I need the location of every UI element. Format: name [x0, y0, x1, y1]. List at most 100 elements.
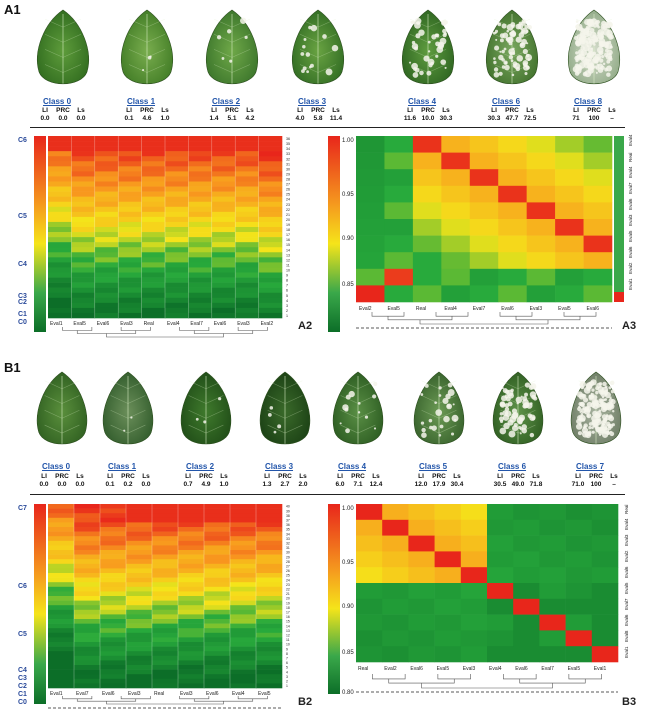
class-axis-label: C5: [18, 631, 27, 638]
stat-value-li: 4.0: [295, 115, 305, 122]
stat-header: Ls: [442, 107, 450, 114]
matrix-cell: [460, 630, 488, 647]
heatmap-cell: [258, 221, 283, 228]
heatmap-cell: [71, 206, 96, 213]
heatmap-cell: [126, 609, 153, 615]
heatmap-cell: [152, 504, 179, 509]
stat-value-li: 6.0: [335, 481, 345, 488]
matrix-cell: [434, 504, 462, 521]
class-label: Class 6: [492, 97, 521, 106]
heatmap-cell: [126, 614, 153, 620]
matrix-cell: [460, 583, 488, 600]
heatmap-cell: [256, 517, 283, 523]
matrix-cell: [434, 551, 462, 568]
row-label: 20: [286, 218, 290, 222]
heatmap-cell: [100, 678, 127, 684]
heatmap-cell: [48, 211, 72, 218]
heatmap-cell: [211, 267, 236, 273]
heatmap-cell: [126, 568, 153, 574]
heatmap-cell: [152, 642, 179, 647]
matrix-cell: [412, 252, 442, 270]
heatmap-cell: [230, 623, 257, 629]
heatmap-cell: [204, 563, 231, 569]
scale-tick: 1.00: [342, 506, 354, 512]
heatmap-cell: [48, 527, 75, 532]
heatmap-cell: [126, 582, 153, 588]
heatmap-cell: [74, 517, 101, 523]
heatmap-cell: [165, 277, 189, 283]
heatmap-cell: [188, 237, 213, 243]
stat-header: LI: [126, 107, 132, 114]
heatmap-cell: [48, 665, 75, 670]
matrix-cell: [498, 185, 527, 203]
heatmap-cell: [211, 272, 236, 278]
heatmap-cell: [74, 632, 101, 638]
heatmap-cell: [152, 577, 179, 583]
heatmap-cell: [126, 674, 153, 680]
matrix-cell: [526, 235, 556, 253]
heatmap-cell: [118, 252, 142, 258]
heatmap-cell: [178, 554, 205, 560]
matrix-cell: [565, 535, 593, 552]
stat-value-prc: 5.8: [313, 115, 323, 122]
heatmap-cell: [188, 166, 213, 172]
heatmap-cell: [178, 545, 205, 551]
class-axis-label: C1: [18, 311, 27, 318]
matrix-cell: [539, 583, 566, 600]
row-label: 9: [286, 647, 288, 651]
class-label: Class 2: [186, 462, 215, 471]
heatmap-cell: [178, 619, 205, 624]
stat-header: Ls: [299, 473, 307, 480]
heatmap-cell: [165, 282, 189, 288]
leaf-image: [402, 9, 454, 84]
heatmap-cell: [258, 201, 283, 208]
heatmap-cell: [48, 252, 72, 258]
matrix-cell: [408, 567, 435, 584]
row-label: 5: [286, 294, 288, 298]
heatmap-cell: [235, 307, 259, 314]
heatmap-cell: [48, 660, 75, 666]
column-label: Eval2: [384, 666, 397, 672]
heatmap-cell: [204, 665, 231, 670]
heatmap-cell: [235, 247, 259, 253]
heatmap-cell: [178, 573, 205, 578]
heatmap-cell: [165, 136, 189, 142]
heatmap-cell: [126, 531, 153, 537]
heatmap-cell: [178, 623, 205, 629]
matrix-cell: [356, 136, 385, 153]
matrix-cell: [356, 567, 383, 584]
matrix-cell: [460, 504, 488, 521]
row-label: 11: [286, 638, 290, 642]
heatmap-cell: [235, 302, 259, 309]
stat-header: LI: [42, 107, 48, 114]
matrix-cell: [591, 646, 619, 663]
heatmap-cell: [71, 211, 96, 218]
matrix-cell: [583, 185, 613, 203]
heatmap-cell: [165, 252, 189, 258]
heatmap-cell: [74, 609, 101, 615]
matrix-cell: [441, 152, 471, 170]
heatmap-cell: [211, 151, 236, 157]
heatmap-cell: [100, 508, 127, 514]
heatmap-cell: [74, 614, 101, 620]
heatmap-cell: [126, 504, 153, 509]
heatmap-cell: [71, 257, 96, 263]
heatmap-cell: [100, 637, 127, 643]
heatmap-cell: [71, 307, 96, 314]
heatmap-cell: [118, 166, 142, 172]
matrix-cell: [382, 598, 409, 615]
stat-header: PRC: [432, 473, 446, 480]
heatmap-cell: [204, 582, 231, 588]
heatmap-a2: C6C5C4C3C2C1C036353433323130292827262524…: [18, 136, 290, 338]
column-label: Eval5: [558, 306, 571, 312]
heatmap-cell: [141, 141, 166, 147]
matrix-cell: [498, 268, 527, 286]
heatmap-cell: [48, 242, 72, 248]
heatmap-cell: [152, 600, 179, 606]
heatmap-cell: [235, 161, 259, 167]
heatmap-cell: [235, 146, 259, 152]
heatmap-cell: [256, 563, 283, 569]
heatmap-cell: [74, 582, 101, 588]
heatmap-cell: [74, 651, 101, 657]
heatmap-cell: [235, 252, 259, 258]
